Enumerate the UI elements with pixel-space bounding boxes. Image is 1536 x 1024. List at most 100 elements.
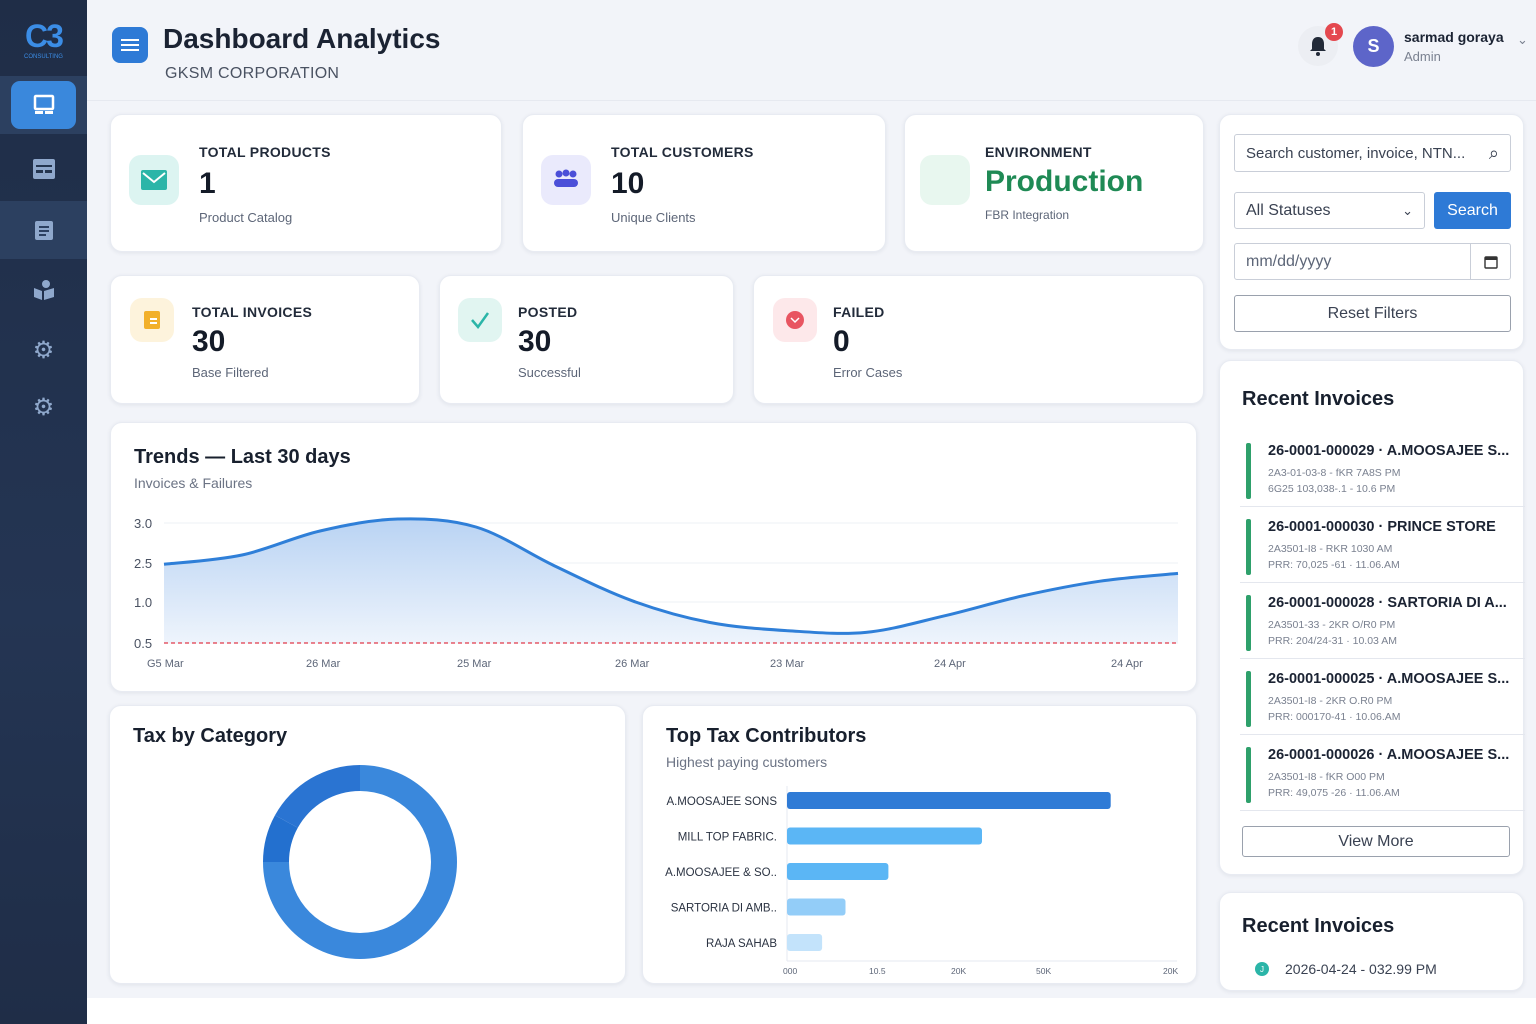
- tax-by-category-card: Tax by Category: [109, 705, 626, 984]
- x-tick-label: 23 Mar: [770, 658, 805, 670]
- donut-slice: [274, 765, 360, 828]
- invoice-list-item[interactable]: 26-0001-000028 · SARTORIA DI A... 2A3501…: [1240, 589, 1525, 659]
- donut-slice: [263, 815, 298, 862]
- x-tick-label: 26 Mar: [615, 658, 650, 670]
- sidebar-item-dashboard[interactable]: [0, 76, 87, 134]
- status-bar: [1246, 671, 1251, 727]
- donut-chart: [263, 765, 457, 959]
- invoice-meta: 2A3-01-03-8 - fKR 7A8S PM: [1268, 467, 1401, 479]
- users-icon: [33, 280, 54, 300]
- gear-icon: ⚙: [32, 393, 55, 421]
- bar: [787, 898, 846, 916]
- hamburger-icon: [121, 39, 139, 51]
- user-role: Admin: [1404, 49, 1441, 64]
- y-tick-label: 3.0: [134, 516, 152, 531]
- invoice-list-item[interactable]: 26-0001-000026 · A.MOOSAJEE S... 2A3501-…: [1240, 741, 1525, 811]
- invoice-meta: PRR: 70,025 -61 · 11.06.AM: [1268, 559, 1400, 571]
- kpi-failed: FAILED 0 Error Cases: [753, 275, 1204, 404]
- calendar-icon[interactable]: [1470, 244, 1510, 279]
- invoice-item[interactable]: 2026-04-24 - 032.99 PM: [1285, 961, 1437, 977]
- gear-icon: ⚙: [32, 336, 55, 364]
- date-input[interactable]: mm/dd/yyyy: [1234, 243, 1511, 280]
- product-icon: [129, 155, 179, 205]
- reset-filters-button[interactable]: Reset Filters: [1234, 295, 1511, 332]
- document-icon: [130, 298, 174, 342]
- invoice-list-item[interactable]: 26-0001-000030 · PRINCE STORE 2A3501-I8 …: [1240, 513, 1525, 583]
- invoice-list-item[interactable]: 26-0001-000029 · A.MOOSAJEE S... 2A3-01-…: [1240, 437, 1525, 507]
- sidebar-item-reports[interactable]: [0, 201, 87, 259]
- invoice-title: 26-0001-000029 · A.MOOSAJEE S...: [1268, 443, 1510, 459]
- bar: [787, 863, 889, 880]
- invoice-title: 26-0001-000028 · SARTORIA DI A...: [1268, 595, 1507, 611]
- y-tick-label: 1.0: [134, 595, 152, 610]
- chart-title: Top Tax Contributors: [666, 725, 867, 747]
- kpi-total-products: TOTAL PRODUCTS 1 Product Catalog: [110, 114, 502, 252]
- chevron-down-icon: ⌄: [1402, 202, 1413, 218]
- filters-card: Search customer, invoice, NTN... ⌕ All St…: [1219, 114, 1524, 350]
- status-bar: [1246, 747, 1251, 803]
- invoice-title: 26-0001-000025 · A.MOOSAJEE S...: [1268, 671, 1510, 687]
- kpi-label: ENVIRONMENT: [985, 144, 1092, 160]
- area-fill: [164, 518, 1178, 643]
- menu-button[interactable]: [112, 27, 148, 63]
- bar-label: A.MOOSAJEE & SO..: [665, 867, 777, 879]
- kpi-subtext: Product Catalog: [199, 210, 293, 225]
- bar-label: RAJA SAHAB: [706, 938, 777, 950]
- status-dot: J: [1255, 962, 1269, 976]
- status-select[interactable]: All Statuses ⌄: [1234, 192, 1425, 229]
- chevron-down-icon[interactable]: ⌄: [1517, 32, 1528, 47]
- kpi-posted: POSTED 30 Successful: [439, 275, 734, 404]
- date-placeholder: mm/dd/yyyy: [1246, 252, 1332, 270]
- recent-invoices-card-2: Recent Invoices J 2026-04-24 - 032.99 PM: [1219, 892, 1524, 991]
- x-tick-label: 10.5: [869, 966, 886, 976]
- kpi-value: Production: [985, 165, 1144, 198]
- sidebar-item-invoices[interactable]: [0, 140, 87, 198]
- table-icon: [32, 159, 55, 179]
- trends-card: Trends — Last 30 days Invoices & Failure…: [110, 422, 1197, 692]
- invoice-meta: PRR: 204/24-31 · 10.03 AM: [1268, 635, 1397, 647]
- avatar[interactable]: S: [1353, 26, 1394, 67]
- sidebar-item-customers[interactable]: [0, 261, 87, 319]
- invoice-meta: 2A3501-I8 - RKR 1030 AM: [1268, 543, 1393, 555]
- invoice-meta: 2A3501-I8 - 2KR O.R0 PM: [1268, 695, 1393, 707]
- bar-label: A.MOOSAJEE SONS: [666, 796, 777, 808]
- view-more-button[interactable]: View More: [1242, 826, 1510, 857]
- y-tick-label: 0.5: [134, 636, 152, 651]
- company-name: GKSM CORPORATION: [165, 65, 340, 82]
- invoice-meta: 2A3501-I8 - fKR O00 PM: [1268, 771, 1385, 783]
- user-name: sarmad goraya: [1404, 29, 1504, 45]
- search-input[interactable]: Search customer, invoice, NTN... ⌕: [1234, 134, 1511, 172]
- chart-subtitle: Highest paying customers: [666, 754, 828, 770]
- x-tick-label: 20K: [951, 966, 966, 976]
- header-divider: [87, 100, 1536, 101]
- clipboard-icon: [34, 221, 53, 240]
- search-button[interactable]: Search: [1434, 192, 1511, 229]
- sidebar-item-settings[interactable]: ⚙: [0, 321, 87, 379]
- sidebar-item-preferences[interactable]: ⚙: [0, 378, 87, 436]
- kpi-subtext: Successful: [518, 365, 581, 380]
- x-tick-label: 20K: [1163, 966, 1178, 976]
- x-tick-label: 50K: [1036, 966, 1051, 976]
- users-icon: [541, 155, 591, 205]
- invoice-title: 26-0001-000026 · A.MOOSAJEE S...: [1268, 747, 1510, 763]
- x-tick-label: 000: [783, 966, 797, 976]
- x-tick-label: G5 Mar: [147, 658, 184, 670]
- x-tick-label: 24 Apr: [1111, 658, 1143, 670]
- kpi-subtext: Unique Clients: [611, 210, 696, 225]
- kpi-label: TOTAL PRODUCTS: [199, 144, 331, 160]
- check-icon: [458, 298, 502, 342]
- kpi-subtext: FBR Integration: [985, 208, 1070, 222]
- recent-invoices-card: Recent Invoices View More 26-0001-000029…: [1219, 360, 1525, 875]
- kpi-label: FAILED: [833, 304, 885, 320]
- search-icon[interactable]: ⌕: [1488, 142, 1499, 163]
- invoice-meta: PRR: 000170-41 · 10.06.AM: [1268, 711, 1401, 723]
- kpi-label: TOTAL CUSTOMERS: [611, 144, 754, 160]
- section-title: Recent Invoices: [1242, 388, 1395, 410]
- series-line: [163, 517, 1179, 635]
- notification-badge: 1: [1325, 23, 1343, 41]
- invoice-list-item[interactable]: 26-0001-000025 · A.MOOSAJEE S... 2A3501-…: [1240, 665, 1525, 735]
- x-tick-label: 24 Apr: [934, 658, 966, 670]
- chart-subtitle: Invoices & Failures: [134, 475, 253, 491]
- x-tick-label: 25 Mar: [457, 658, 492, 670]
- kpi-subtext: Error Cases: [833, 365, 903, 380]
